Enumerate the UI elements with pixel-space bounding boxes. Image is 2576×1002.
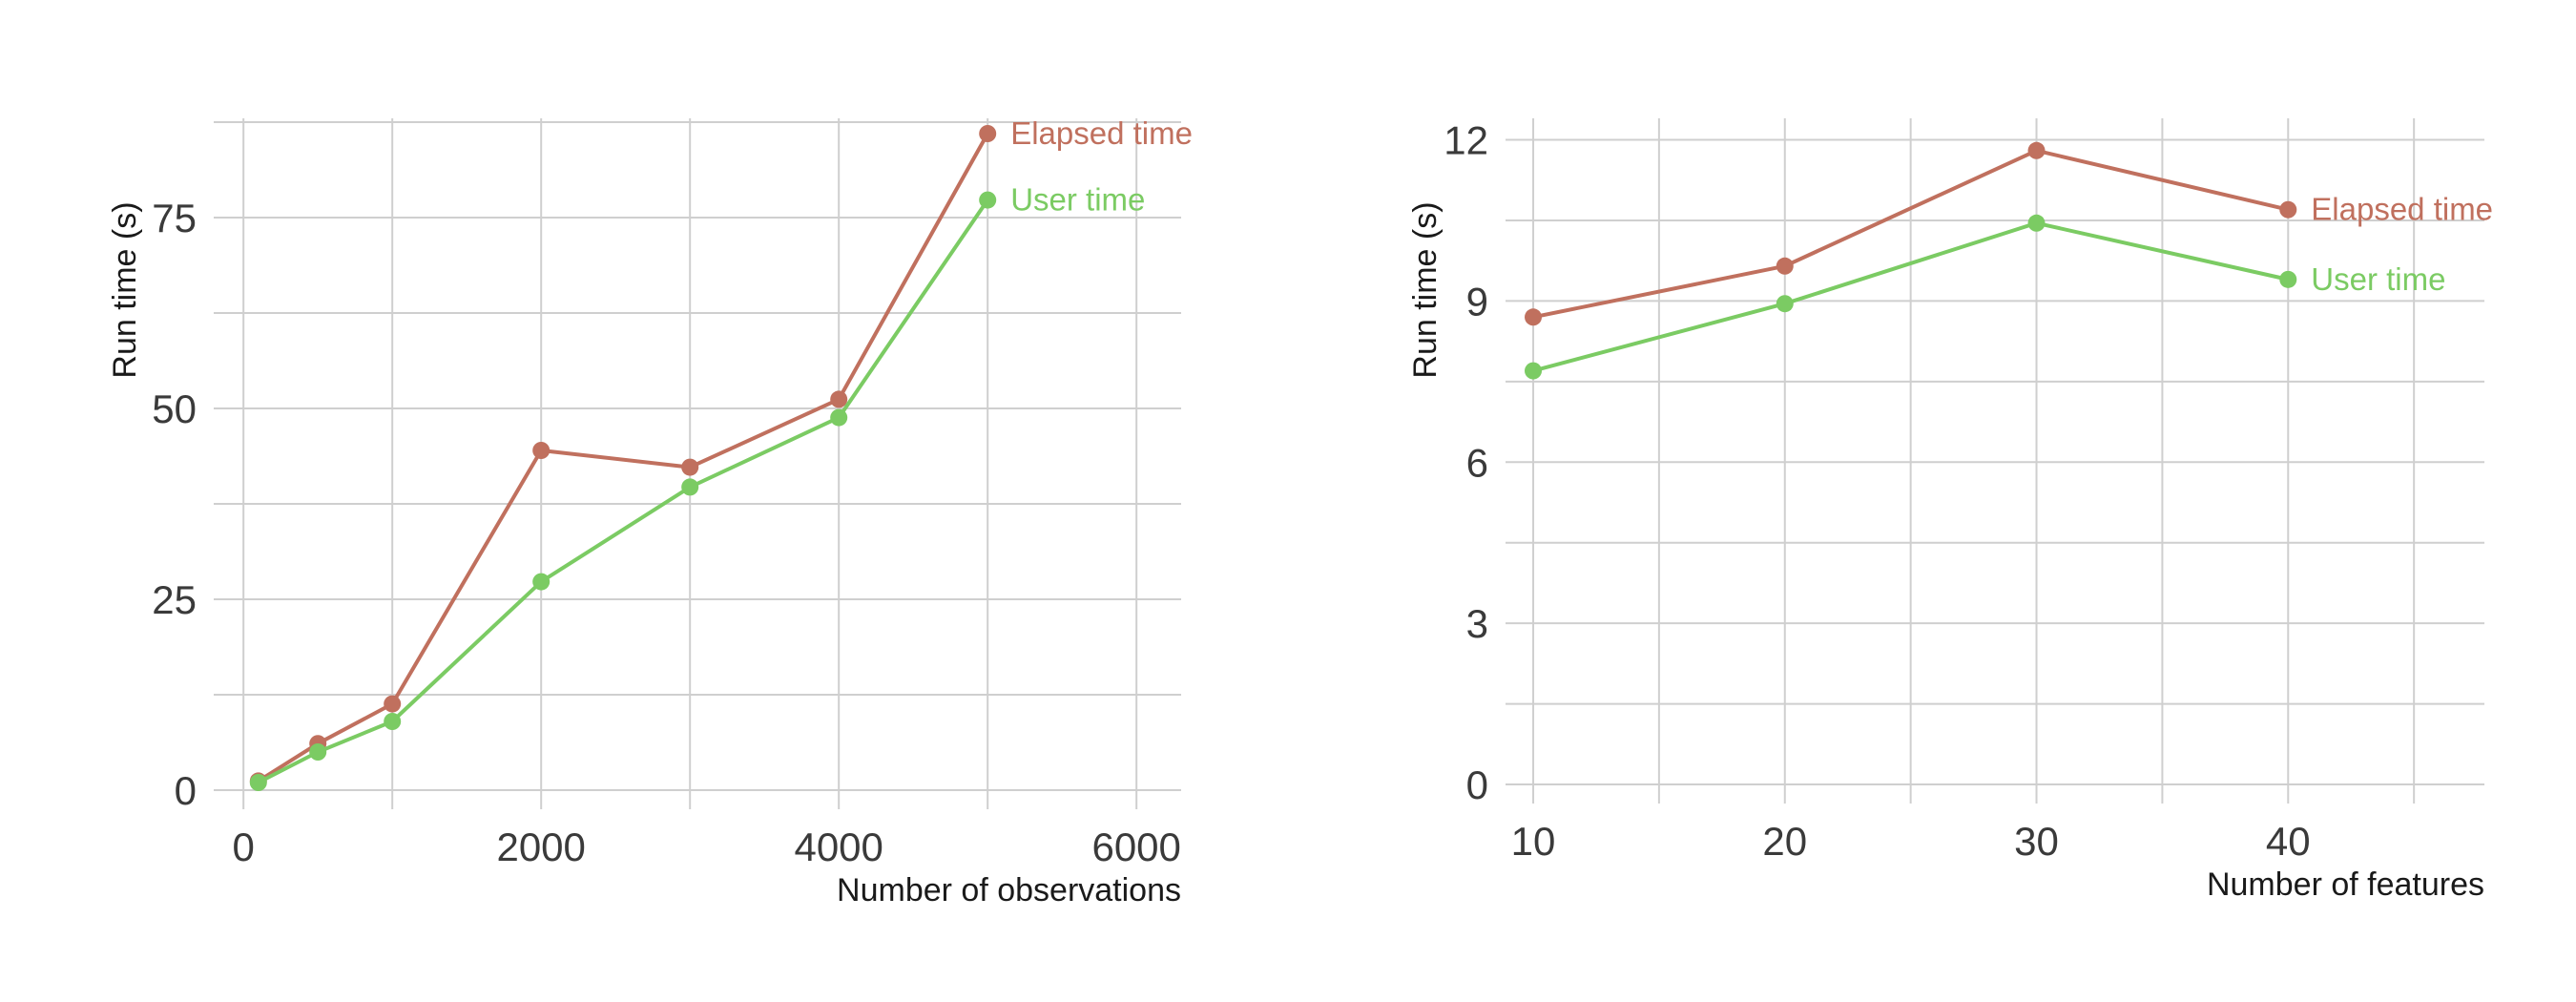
y-tick-label: 75	[152, 196, 197, 240]
series-label: User time	[1010, 182, 1145, 218]
data-point	[681, 458, 699, 476]
data-point	[681, 478, 699, 496]
y-axis-title: Run time (s)	[107, 201, 143, 378]
data-point	[384, 713, 402, 730]
data-point	[979, 191, 997, 209]
data-point	[2279, 270, 2297, 288]
data-point	[532, 442, 551, 459]
series-label: Elapsed time	[2311, 192, 2493, 227]
x-tick-label: 30	[2014, 819, 2059, 864]
x-tick-label: 20	[1762, 819, 1807, 864]
data-point	[830, 390, 848, 408]
data-point	[384, 695, 402, 713]
series-line	[257, 133, 989, 783]
x-axis-title: Number of features	[2207, 866, 2484, 903]
y-tick-label: 50	[152, 386, 197, 431]
data-point	[249, 774, 267, 791]
data-point	[2279, 200, 2297, 219]
data-point	[1525, 308, 1543, 326]
data-point	[309, 743, 327, 761]
y-axis-title: Run time (s)	[1407, 201, 1444, 378]
data-point	[2027, 141, 2046, 159]
x-tick-label: 4000	[794, 825, 883, 869]
data-point	[1776, 257, 1794, 275]
x-tick-label: 6000	[1091, 825, 1180, 869]
x-axis-title: Number of observations	[837, 872, 1181, 908]
x-tick-label: 40	[2266, 819, 2311, 864]
data-point	[532, 573, 551, 591]
data-point	[830, 408, 848, 427]
y-tick-label: 12	[1444, 118, 1488, 163]
x-tick-label: 2000	[496, 825, 585, 869]
series-line	[1532, 220, 2289, 373]
data-point	[979, 125, 997, 142]
y-tick-label: 3	[1466, 601, 1488, 646]
y-tick-label: 0	[1466, 762, 1488, 807]
data-point	[1525, 362, 1543, 380]
y-tick-label: 25	[152, 577, 197, 622]
data-point	[2027, 214, 2046, 232]
series-label: User time	[2311, 261, 2445, 297]
y-tick-label: 6	[1466, 440, 1488, 485]
y-tick-label: 0	[175, 768, 197, 813]
y-tick-label: 9	[1466, 279, 1488, 324]
series-line	[1532, 148, 2289, 320]
series-label: Elapsed time	[1010, 115, 1193, 151]
x-tick-label: 10	[1511, 819, 1556, 864]
x-tick-label: 0	[233, 825, 255, 869]
data-point	[1776, 295, 1794, 313]
